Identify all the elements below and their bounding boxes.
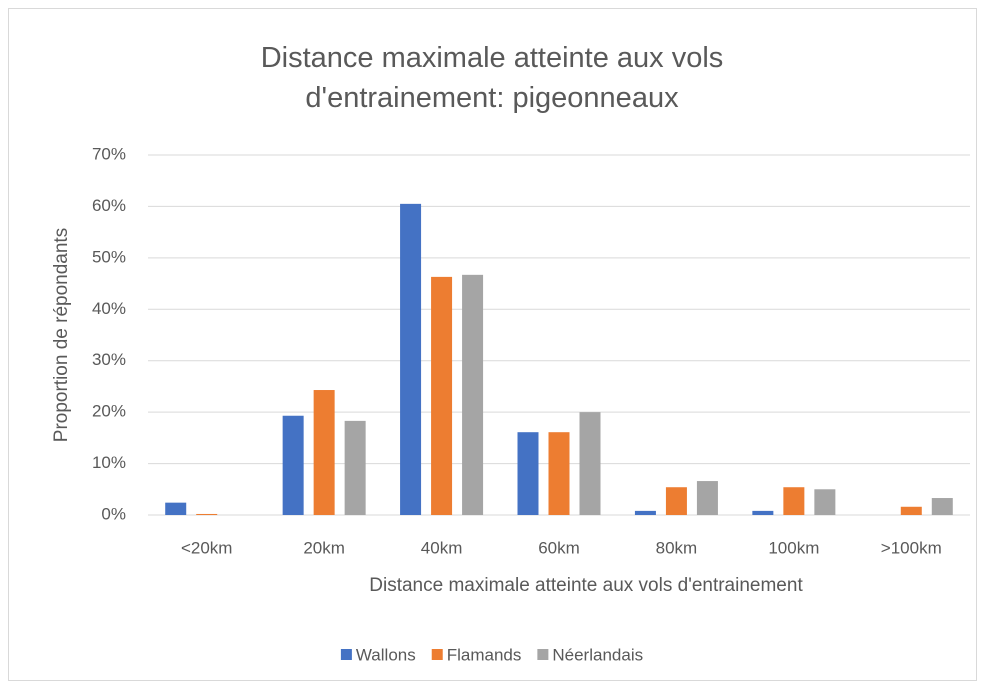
bar [548, 432, 570, 515]
legend-swatch [431, 649, 443, 660]
y-tick-label: 30% [92, 350, 126, 369]
x-tick-label: 80km [656, 538, 698, 557]
bar [462, 274, 484, 515]
bar [634, 510, 656, 515]
bar [196, 513, 218, 515]
bar [665, 487, 687, 515]
chart-border [8, 8, 977, 681]
y-tick-label: 20% [92, 402, 126, 421]
bar [344, 420, 366, 515]
legend-label: Flamands [447, 645, 522, 664]
y-tick-label: 70% [92, 144, 126, 163]
bar [696, 481, 718, 515]
y-tick-label: 60% [92, 196, 126, 215]
bar [282, 415, 304, 515]
bar [783, 487, 805, 515]
legend-label: Néerlandais [552, 645, 643, 664]
bar [814, 489, 836, 515]
bar [431, 276, 453, 515]
y-tick-label: 0% [101, 504, 126, 523]
legend-swatch [537, 649, 549, 660]
y-tick-label: 10% [92, 453, 126, 472]
legend-swatch [340, 649, 352, 660]
x-tick-label: <20km [181, 538, 233, 557]
bar [313, 390, 335, 515]
y-tick-label: 50% [92, 247, 126, 266]
x-tick-label: 40km [421, 538, 463, 557]
legend-label: Wallons [356, 645, 416, 664]
y-tick-label: 40% [92, 299, 126, 318]
x-axis-label: Distance maximale atteinte aux vols d'en… [369, 575, 803, 596]
bar [931, 498, 953, 515]
x-tick-label: 60km [538, 538, 580, 557]
x-tick-label: 100km [768, 538, 819, 557]
chart-title: Distance maximale atteinte aux vols d'en… [260, 42, 724, 114]
x-tick-label: 20km [303, 538, 345, 557]
bar [900, 506, 922, 515]
bar [400, 203, 422, 515]
y-axis-label: Proportion de répondants [51, 228, 72, 442]
bar [579, 412, 601, 515]
bar [752, 510, 774, 515]
bar [165, 502, 187, 515]
bar [517, 432, 539, 515]
x-tick-label: >100km [881, 538, 942, 557]
